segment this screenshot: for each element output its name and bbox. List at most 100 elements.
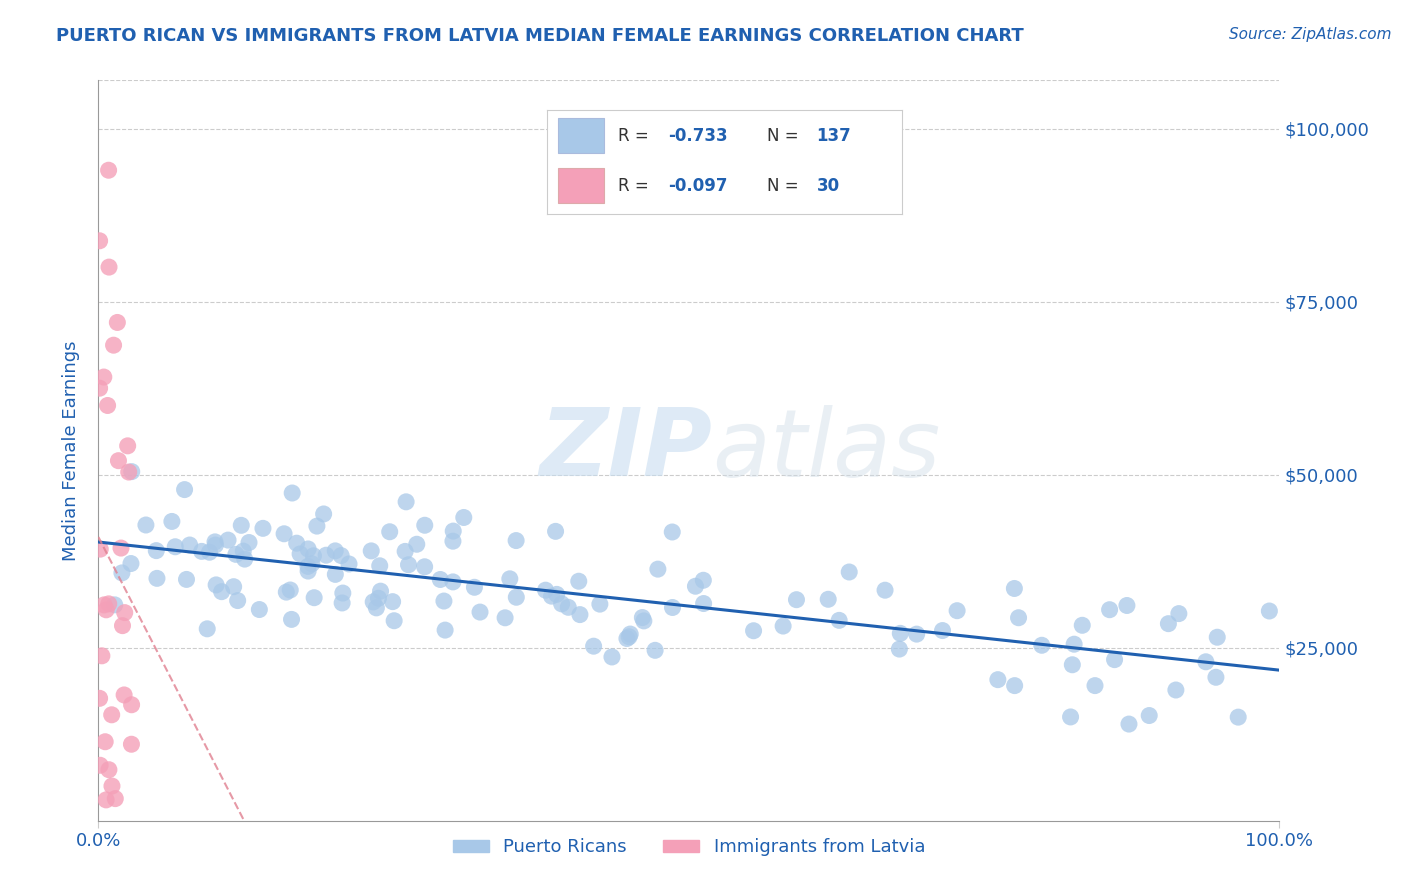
Point xyxy=(1206,630,1229,644)
Point xyxy=(370,584,392,599)
Point xyxy=(405,537,427,551)
Point xyxy=(1007,611,1029,625)
Point xyxy=(103,338,125,352)
Point xyxy=(204,538,226,552)
Point xyxy=(285,536,308,550)
Point xyxy=(1118,717,1140,731)
Point xyxy=(198,545,221,559)
Point xyxy=(494,611,516,625)
Point xyxy=(600,649,623,664)
Point xyxy=(93,598,115,612)
Point xyxy=(165,540,187,554)
Point xyxy=(413,518,436,533)
Point xyxy=(568,574,591,589)
Point xyxy=(889,626,911,640)
Point xyxy=(544,524,567,539)
Point xyxy=(231,518,253,533)
Y-axis label: Median Female Earnings: Median Female Earnings xyxy=(62,340,80,561)
Point xyxy=(89,234,111,248)
Point xyxy=(302,549,325,563)
Point xyxy=(114,606,136,620)
Point xyxy=(661,600,683,615)
Point xyxy=(280,612,302,626)
Point xyxy=(238,535,260,549)
Point xyxy=(97,163,120,178)
Point xyxy=(118,465,141,479)
Point xyxy=(121,465,143,479)
Point xyxy=(644,643,666,657)
Point xyxy=(550,597,572,611)
Point xyxy=(105,315,128,329)
Point xyxy=(110,541,132,555)
Point xyxy=(332,586,354,600)
Text: Source: ZipAtlas.com: Source: ZipAtlas.com xyxy=(1229,27,1392,42)
Text: ZIP: ZIP xyxy=(540,404,713,497)
Point xyxy=(631,610,654,624)
Point xyxy=(217,533,239,547)
Point xyxy=(1157,616,1180,631)
Point xyxy=(505,591,527,605)
Point xyxy=(1084,679,1107,693)
Point xyxy=(367,591,389,606)
Point xyxy=(179,538,201,552)
Point xyxy=(453,510,475,524)
Point xyxy=(905,627,928,641)
Point xyxy=(1071,618,1094,632)
Point xyxy=(434,623,457,637)
Point xyxy=(211,584,233,599)
Point xyxy=(195,622,218,636)
Point xyxy=(1104,653,1126,667)
Point xyxy=(540,589,562,603)
Point xyxy=(1137,708,1160,723)
Point xyxy=(273,526,295,541)
Point xyxy=(463,580,485,594)
Point xyxy=(315,548,337,562)
Point xyxy=(429,573,451,587)
Point xyxy=(94,735,117,749)
Point xyxy=(987,673,1010,687)
Point xyxy=(692,574,714,588)
Point xyxy=(111,566,134,580)
Point xyxy=(557,600,579,615)
Point xyxy=(297,541,319,556)
Point xyxy=(1063,637,1085,651)
Point xyxy=(647,562,669,576)
Point xyxy=(173,483,195,497)
Point xyxy=(278,582,301,597)
Point xyxy=(838,565,860,579)
Point xyxy=(101,779,124,793)
Point xyxy=(276,585,298,599)
Point xyxy=(499,572,522,586)
Point xyxy=(817,592,839,607)
Point xyxy=(146,571,169,585)
Point xyxy=(89,542,111,557)
Point xyxy=(441,534,464,549)
Point xyxy=(104,791,127,805)
Point xyxy=(413,559,436,574)
Point xyxy=(1227,710,1250,724)
Point xyxy=(1195,655,1218,669)
Point xyxy=(100,707,122,722)
Point xyxy=(1002,582,1025,596)
Point xyxy=(120,737,142,751)
Point xyxy=(873,583,896,598)
Point xyxy=(288,547,311,561)
Point xyxy=(225,547,247,561)
Point xyxy=(946,604,969,618)
Point xyxy=(772,619,794,633)
Point xyxy=(247,602,270,616)
Text: atlas: atlas xyxy=(713,405,941,496)
Point xyxy=(90,648,112,663)
Point xyxy=(89,691,111,706)
Point xyxy=(312,507,335,521)
Point xyxy=(568,607,591,622)
Point xyxy=(94,793,117,807)
Point xyxy=(93,370,115,384)
Point xyxy=(135,518,157,533)
Point xyxy=(104,598,127,612)
Point xyxy=(1167,607,1189,621)
Point xyxy=(931,624,953,638)
Point xyxy=(889,642,911,657)
Point xyxy=(441,524,464,538)
Point xyxy=(226,593,249,607)
